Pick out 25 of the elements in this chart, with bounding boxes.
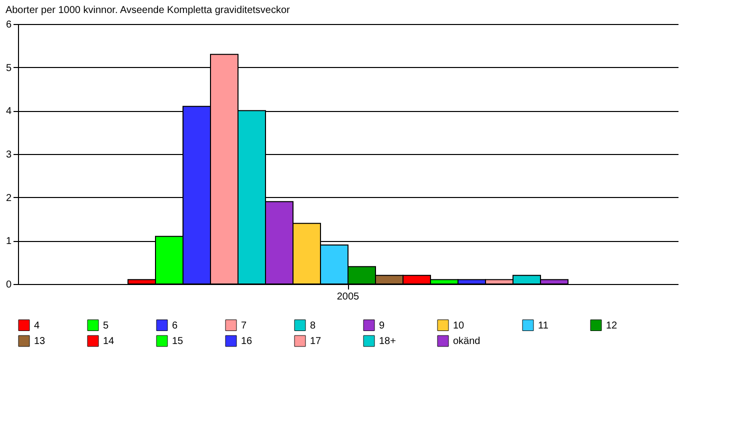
y-tick-label: 4 — [6, 106, 12, 118]
legend-label: 10 — [453, 320, 465, 332]
legend-label: 18+ — [379, 336, 396, 347]
x-tick-label: 2005 — [336, 292, 360, 302]
legend-label: 13 — [34, 336, 46, 347]
legend-label: 15 — [172, 336, 184, 347]
legend-label: okänd — [453, 336, 480, 347]
y-tick-label: 5 — [6, 62, 12, 74]
y-tick-label: 0 — [6, 280, 12, 290]
legend-label: 17 — [310, 336, 322, 347]
y-tick-label: 1 — [6, 236, 12, 248]
legend-label: 12 — [606, 320, 618, 332]
legend-label: 8 — [310, 320, 316, 332]
chart-title: Aborter per 1000 kvinnor. Avseende Kompletta graviditetsveckor — [5, 5, 291, 16]
legend-label: 5 — [103, 320, 109, 332]
legend-label: 11 — [538, 320, 549, 332]
legend-label: 16 — [241, 336, 253, 347]
legend-label: 14 — [103, 336, 115, 347]
y-tick-label: 2 — [6, 192, 12, 204]
legend-label: 6 — [172, 320, 178, 332]
legend-label: 9 — [379, 320, 385, 332]
y-tick-label: 3 — [6, 150, 12, 160]
y-tick-label: 6 — [6, 20, 12, 30]
legend-label: 4 — [34, 320, 40, 332]
legend-label: 7 — [241, 320, 247, 332]
